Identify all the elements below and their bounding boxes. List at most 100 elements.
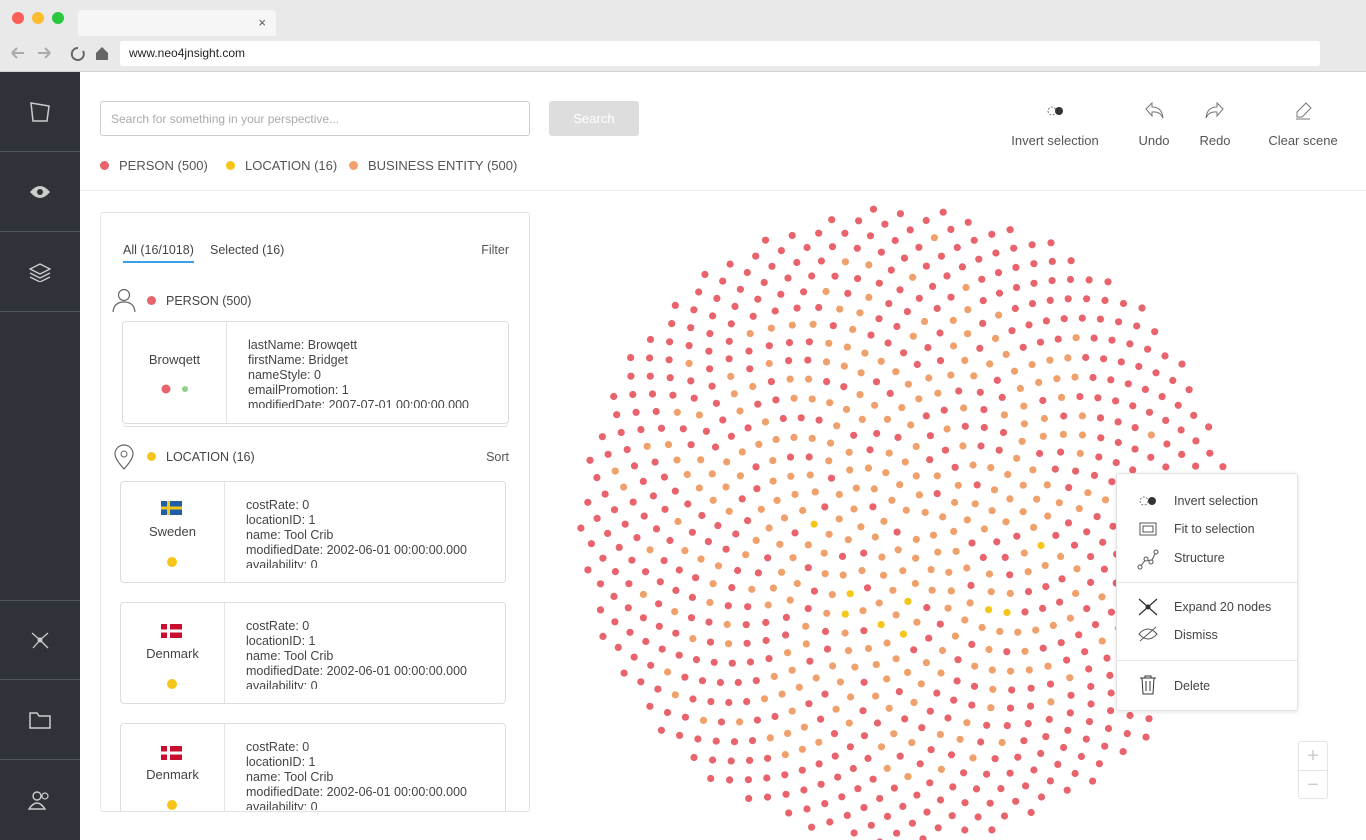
legend-item[interactable]: BUSINESS ENTITY (500) [349, 158, 517, 173]
graph-node[interactable] [873, 719, 882, 727]
graph-node[interactable] [841, 258, 849, 266]
graph-node[interactable] [786, 596, 794, 604]
graph-node[interactable] [1100, 565, 1108, 573]
graph-node[interactable] [717, 718, 726, 726]
graph-node[interactable] [1028, 300, 1037, 308]
graph-node[interactable] [657, 726, 665, 734]
graph-node[interactable] [748, 737, 757, 745]
graph-node[interactable] [643, 442, 651, 450]
graph-node[interactable] [1020, 420, 1028, 428]
graph-node[interactable] [749, 382, 757, 391]
graph-node[interactable] [1067, 257, 1075, 265]
graph-node[interactable] [1090, 471, 1099, 479]
graph-node[interactable] [743, 698, 751, 706]
graph-node[interactable] [850, 505, 858, 513]
graph-node[interactable] [793, 258, 801, 267]
graph-node[interactable] [947, 587, 955, 595]
graph-node[interactable] [958, 263, 966, 271]
graph-node[interactable] [617, 428, 625, 437]
graph-node[interactable] [812, 674, 820, 682]
graph-node[interactable] [1096, 315, 1104, 323]
graph-node[interactable] [825, 530, 833, 538]
graph-node[interactable] [709, 496, 717, 504]
graph-node[interactable] [1040, 414, 1048, 423]
graph-node[interactable] [674, 517, 682, 526]
graph-node[interactable] [923, 604, 931, 612]
graph-node[interactable] [970, 372, 978, 380]
graph-node[interactable] [1021, 647, 1029, 655]
graph-node[interactable] [791, 490, 799, 498]
graph-node[interactable] [790, 433, 798, 441]
graph-node[interactable] [947, 751, 956, 759]
graph-node[interactable] [679, 425, 687, 433]
graph-node[interactable] [978, 623, 986, 632]
nav-layers[interactable] [0, 232, 80, 312]
graph-node[interactable] [875, 599, 883, 607]
graph-node[interactable] [646, 546, 654, 554]
person-card[interactable]: Browqett lastName: Browqett firstName: Br… [122, 321, 509, 424]
graph-node[interactable] [623, 446, 631, 454]
graph-node[interactable] [954, 656, 962, 664]
graph-node[interactable] [903, 308, 911, 316]
graph-node[interactable] [901, 715, 909, 723]
graph-node[interactable] [725, 640, 733, 648]
graph-node[interactable] [1035, 378, 1043, 386]
graph-node[interactable] [642, 637, 650, 646]
graph-node[interactable] [681, 673, 689, 681]
graph-node[interactable] [1072, 334, 1080, 342]
graph-node[interactable] [1078, 314, 1086, 322]
nav-graph[interactable] [0, 600, 80, 680]
graph-node[interactable] [692, 656, 701, 664]
graph-node[interactable] [864, 644, 873, 653]
graph-node[interactable] [685, 342, 693, 350]
graph-node[interactable] [845, 448, 853, 456]
graph-node[interactable] [808, 823, 816, 831]
graph-node[interactable] [860, 549, 868, 557]
graph-node[interactable] [1002, 518, 1010, 526]
graph-node[interactable] [986, 360, 994, 368]
graph-node[interactable] [926, 779, 934, 787]
graph-node[interactable] [738, 448, 746, 456]
graph-node[interactable] [865, 261, 873, 269]
graph-node[interactable] [1076, 449, 1084, 457]
graph-node[interactable] [1019, 481, 1027, 489]
graph-node[interactable] [839, 571, 847, 579]
graph-node[interactable] [917, 680, 925, 688]
graph-node[interactable] [1027, 702, 1035, 710]
graph-node[interactable] [876, 794, 884, 803]
graph-node[interactable] [977, 738, 985, 746]
graph-node[interactable] [1161, 352, 1169, 360]
graph-node[interactable] [891, 236, 899, 245]
graph-node[interactable] [1190, 411, 1198, 419]
graph-node[interactable] [1007, 667, 1015, 675]
graph-node[interactable] [773, 496, 781, 504]
graph-node[interactable] [1131, 445, 1139, 453]
graph-node[interactable] [1177, 426, 1185, 434]
graph-node[interactable] [666, 374, 674, 382]
graph-node[interactable] [995, 289, 1004, 297]
graph-node[interactable] [646, 372, 654, 380]
graph-node[interactable] [1192, 437, 1200, 445]
graph-node[interactable] [977, 442, 985, 450]
graph-node[interactable] [930, 234, 938, 242]
graph-node[interactable] [943, 425, 951, 433]
graph-node[interactable] [666, 536, 674, 545]
graph-node[interactable] [860, 627, 868, 635]
graph-node[interactable] [1114, 418, 1122, 426]
graph-node[interactable] [587, 540, 595, 548]
graph-node[interactable] [943, 272, 951, 280]
nav-view[interactable] [0, 152, 80, 232]
graph-node[interactable] [1030, 260, 1038, 268]
graph-node[interactable] [1178, 450, 1186, 458]
graph-node[interactable] [1093, 513, 1101, 521]
graph-node[interactable] [996, 627, 1004, 635]
graph-node[interactable] [698, 511, 706, 520]
graph-node[interactable] [1185, 386, 1193, 394]
graph-node[interactable] [1003, 648, 1011, 656]
graph-node[interactable] [1032, 626, 1040, 634]
graph-node[interactable] [980, 525, 988, 533]
graph-node[interactable] [895, 688, 903, 696]
graph-node[interactable] [804, 564, 812, 572]
graph-node[interactable] [846, 466, 854, 474]
graph-node[interactable] [992, 249, 1000, 257]
